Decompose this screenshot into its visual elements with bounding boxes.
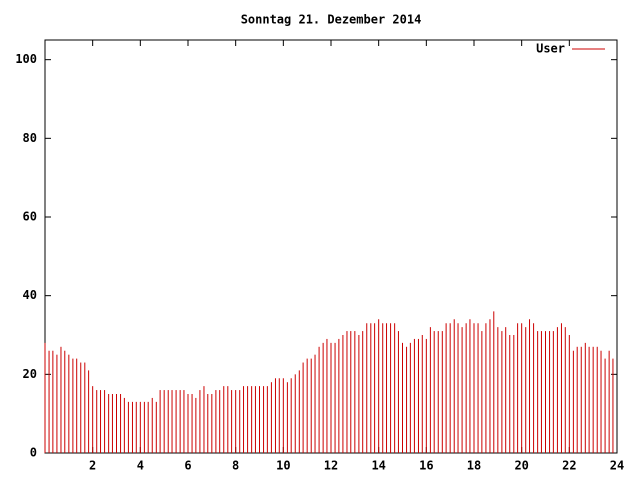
legend-label: User (536, 42, 565, 56)
y-tick-label: 60 (23, 210, 37, 224)
y-tick-label: 20 (23, 367, 37, 381)
x-tick-label: 6 (184, 459, 191, 473)
x-tick-label: 8 (232, 459, 239, 473)
y-tick-label: 40 (23, 288, 37, 302)
x-tick-label: 10 (276, 459, 290, 473)
x-tick-label: 12 (324, 459, 338, 473)
x-tick-label: 18 (467, 459, 481, 473)
x-tick-label: 4 (137, 459, 144, 473)
x-tick-label: 2 (89, 459, 96, 473)
x-tick-label: 22 (562, 459, 576, 473)
y-tick-label: 80 (23, 131, 37, 145)
y-tick-label: 100 (15, 52, 37, 66)
chart-title: Sonntag 21. Dezember 2014 (241, 13, 422, 27)
x-tick-label: 24 (610, 459, 624, 473)
x-tick-label: 20 (514, 459, 528, 473)
x-tick-label: 16 (419, 459, 433, 473)
y-tick-label: 0 (30, 446, 37, 460)
x-tick-label: 14 (371, 459, 385, 473)
